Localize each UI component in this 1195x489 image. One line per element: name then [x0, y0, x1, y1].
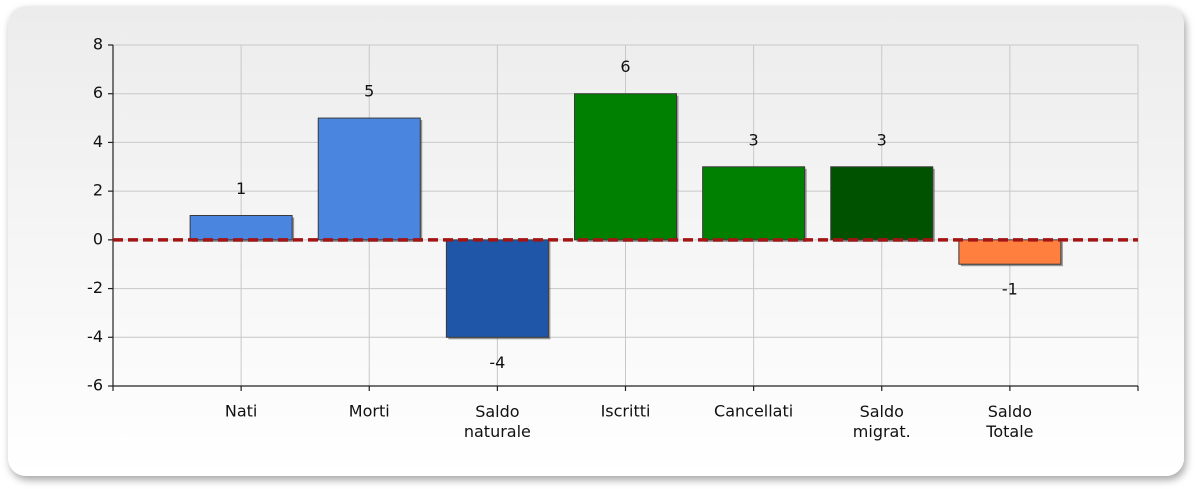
x-tick-label: Iscritti	[601, 402, 651, 421]
data-label: 6	[620, 57, 630, 76]
bar	[189, 215, 293, 241]
bar	[574, 93, 677, 241]
y-tick-label: -4	[87, 327, 103, 346]
x-tick-label: Nati	[225, 402, 258, 421]
y-tick-label: -2	[87, 278, 103, 297]
bar	[702, 166, 806, 241]
bar	[445, 239, 549, 338]
bar	[958, 239, 1062, 265]
y-tick-label: -6	[87, 376, 103, 395]
x-tick-label: Morti	[349, 402, 390, 421]
x-tick-label: Saldo migrat.	[853, 402, 911, 441]
bar	[317, 117, 421, 241]
x-tick-label: Saldo Totale	[985, 402, 1033, 441]
data-label: 3	[877, 130, 887, 149]
x-tick-label: Saldo naturale	[464, 402, 531, 441]
data-label: -4	[489, 353, 505, 372]
data-label: 3	[749, 130, 759, 149]
y-tick-label: 6	[93, 83, 103, 102]
bar	[830, 166, 934, 241]
y-tick-label: 4	[93, 132, 103, 151]
y-tick-label: 2	[93, 181, 103, 200]
data-label: 5	[364, 82, 374, 101]
x-tick-label: Cancellati	[714, 402, 793, 421]
y-tick-label: 0	[93, 229, 103, 248]
data-label: -1	[1002, 280, 1018, 299]
data-label: 1	[236, 179, 246, 198]
y-tick-label: 8	[93, 35, 103, 54]
